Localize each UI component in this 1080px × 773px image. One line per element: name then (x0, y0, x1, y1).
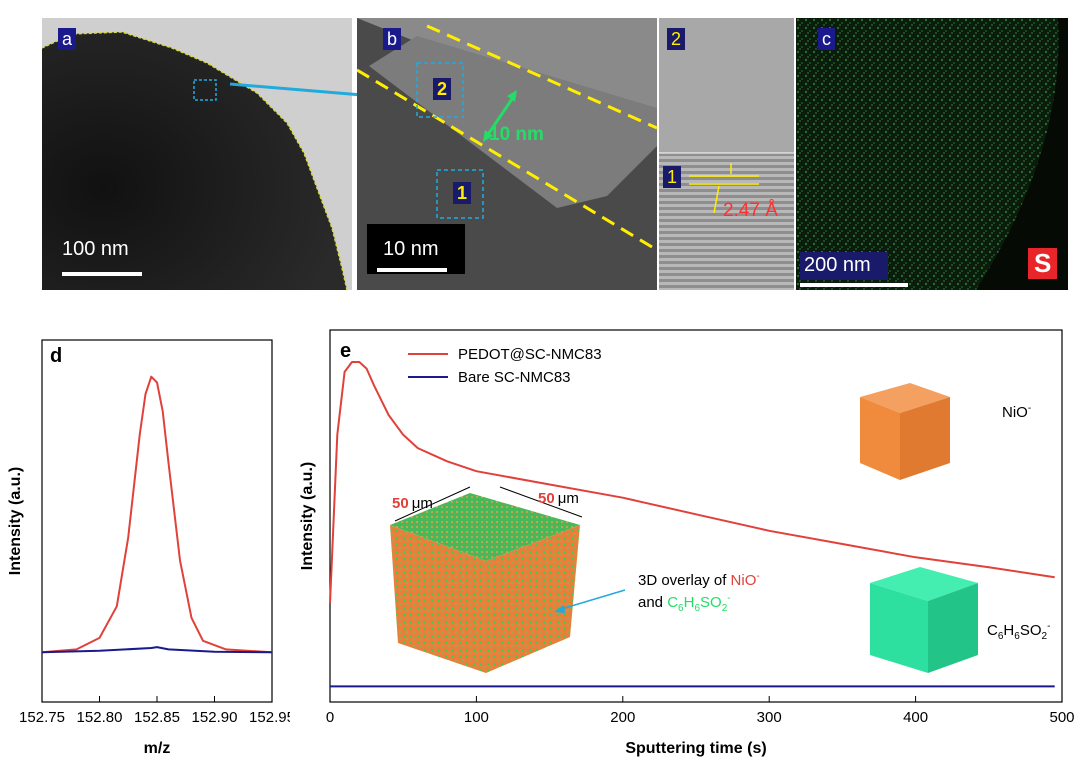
x-tick-label: 152.75 (19, 709, 65, 726)
panel-c-element-label: S (1028, 248, 1058, 279)
legend-bare-label: Bare SC-NMC83 (458, 369, 571, 386)
series-line-0 (329, 361, 1055, 604)
x-tick-label: 300 (757, 709, 782, 726)
chart-d-mass-spectrum: d 152.75 152.80 152.85 152.90 152.95 m/z Int… (7, 339, 290, 757)
overlay-pointer-line (557, 589, 626, 611)
inset-lattice-image (659, 18, 794, 290)
chart-d-xlabel: m/z (144, 740, 171, 757)
inset-label-1: 1 (663, 166, 682, 188)
panel-c-eds-map: c 200 nm S (796, 18, 1068, 290)
panel-c-tag: c (818, 28, 835, 50)
inset-label-2: 2 (667, 28, 686, 50)
panel-a-particle (42, 18, 352, 290)
panel-a-tem-image: a 100 nm (42, 18, 352, 290)
panel-c-sulfur-map (796, 18, 1068, 290)
dim-left-label: 50 μm (392, 495, 433, 512)
panel-a-tag: a (58, 28, 77, 50)
panel-b-scale-box (367, 224, 465, 274)
x-tick-label: 200 (610, 709, 635, 726)
overlay-pointer-head (554, 605, 565, 613)
chart-e-depth-profile: e PEDOT@SC-NMC83 Bare SC-NMC83 NiO- C6H6… (299, 329, 1075, 757)
panel-b-scale-bar (377, 268, 447, 272)
overlay-text-line1: 3D overlay of NiO- (638, 571, 760, 589)
panel-b-scale-label: 10 nm (383, 238, 439, 260)
chart-e-panel-letter: e (340, 340, 351, 362)
nio-cube-render (860, 383, 950, 480)
overlay-text-line2: and C6H6SO2- (638, 593, 731, 614)
x-tick-label: 0 (326, 709, 334, 726)
x-tick-label: 100 (464, 709, 489, 726)
x-tick-label: 152.85 (134, 709, 180, 726)
panel-b-inset-lattice: 2 1 2.47 Å (659, 18, 794, 290)
chart-d-panel-letter: d (50, 345, 62, 367)
c6h6so2-label: C6H6SO2- (987, 621, 1050, 642)
chart-e-xlabel: Sputtering time (s) (625, 740, 766, 757)
x-tick-label: 152.80 (77, 709, 123, 726)
chart-d-ylabel: Intensity (a.u.) (7, 467, 24, 575)
overlay-cube-render (390, 486, 583, 673)
panel-b-region-1-label: 1 (453, 182, 472, 204)
c6h6so2-cube-render (870, 567, 978, 673)
nio-label: NiO- (1002, 403, 1031, 421)
panel-c-scale-label: 200 nm (804, 254, 871, 276)
x-tick-label: 400 (903, 709, 928, 726)
panel-b-region-2-label: 2 (433, 78, 452, 100)
x-tick-label: 152.95 (249, 709, 290, 726)
panel-a-scale-bar (62, 272, 142, 276)
panel-b-hrtem-image: b 2 1 10 nm 10 nm (357, 18, 657, 290)
x-tick-label: 500 (1049, 709, 1074, 726)
panel-a-scale-label: 100 nm (62, 238, 129, 260)
dim-right-label: 50 μm (538, 490, 579, 507)
chart-e-ylabel: Intensity (a.u.) (299, 462, 316, 570)
chart-e-frame (329, 329, 1063, 703)
panel-c-scale-bar (800, 283, 908, 287)
inset-spacing-label: 2.47 Å (723, 200, 778, 221)
panel-b-thickness-label: 10 nm (489, 124, 544, 145)
x-tick-label: 152.90 (192, 709, 238, 726)
legend-pedot-label: PEDOT@SC-NMC83 (458, 346, 602, 363)
series-line-1 (41, 646, 273, 654)
series-line-0 (41, 375, 273, 654)
panel-b-tag: b (383, 28, 402, 50)
panel-c-scale-box (800, 252, 888, 280)
